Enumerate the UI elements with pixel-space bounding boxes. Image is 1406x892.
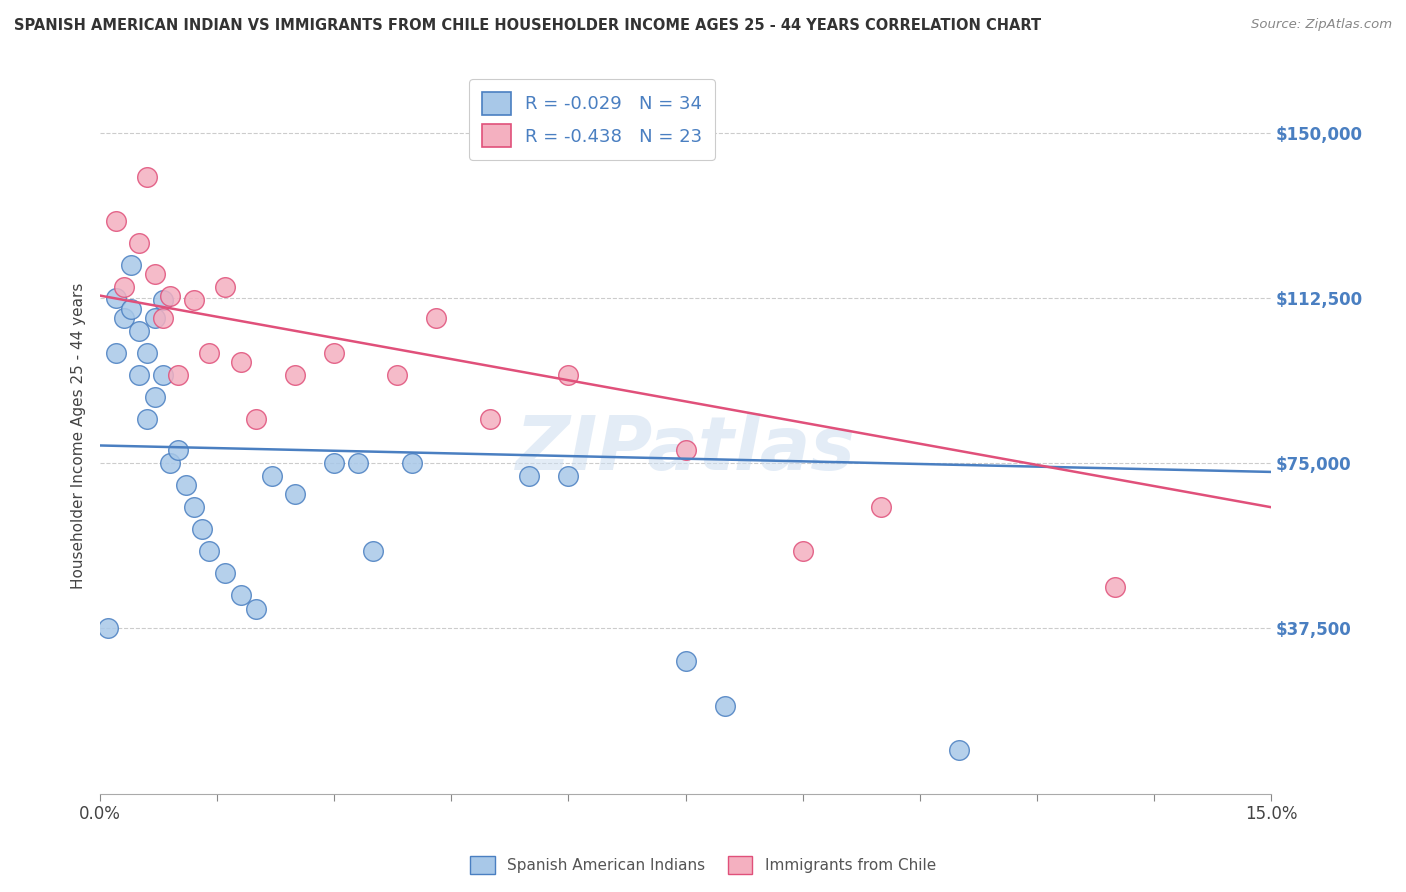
Point <box>323 456 346 470</box>
Point <box>557 368 579 382</box>
Point <box>128 235 150 250</box>
Point <box>284 487 307 501</box>
Legend: Spanish American Indians, Immigrants from Chile: Spanish American Indians, Immigrants fro… <box>464 850 942 880</box>
Point <box>245 412 267 426</box>
Point <box>675 442 697 457</box>
Text: Source: ZipAtlas.com: Source: ZipAtlas.com <box>1251 18 1392 31</box>
Point <box>136 412 159 426</box>
Text: SPANISH AMERICAN INDIAN VS IMMIGRANTS FROM CHILE HOUSEHOLDER INCOME AGES 25 - 44: SPANISH AMERICAN INDIAN VS IMMIGRANTS FR… <box>14 18 1042 33</box>
Point <box>214 280 236 294</box>
Point <box>557 469 579 483</box>
Text: ZIPatlas: ZIPatlas <box>516 413 855 486</box>
Point <box>104 291 127 305</box>
Point <box>183 500 205 515</box>
Point <box>519 469 541 483</box>
Point <box>120 301 142 316</box>
Point <box>198 346 221 360</box>
Point <box>183 293 205 307</box>
Legend: R = -0.029   N = 34, R = -0.438   N = 23: R = -0.029 N = 34, R = -0.438 N = 23 <box>470 79 714 160</box>
Point <box>323 346 346 360</box>
Point <box>152 310 174 325</box>
Point <box>136 169 159 184</box>
Point <box>159 288 181 302</box>
Point <box>869 500 891 515</box>
Point <box>174 478 197 492</box>
Point <box>190 522 212 536</box>
Point <box>385 368 408 382</box>
Point <box>284 368 307 382</box>
Point <box>143 390 166 404</box>
Point <box>112 310 135 325</box>
Point <box>120 258 142 272</box>
Point <box>128 324 150 338</box>
Point <box>128 368 150 382</box>
Point <box>425 310 447 325</box>
Point <box>167 368 190 382</box>
Point <box>229 588 252 602</box>
Point <box>97 621 120 635</box>
Point <box>104 213 127 227</box>
Point <box>104 346 127 360</box>
Point <box>143 310 166 325</box>
Point <box>675 655 697 669</box>
Point <box>229 355 252 369</box>
Point <box>245 601 267 615</box>
Point <box>143 267 166 281</box>
Point <box>401 456 423 470</box>
Point <box>363 544 385 558</box>
Point <box>152 293 174 307</box>
Point <box>152 368 174 382</box>
Point <box>167 442 190 457</box>
Point <box>112 280 135 294</box>
Point <box>198 544 221 558</box>
Point <box>948 742 970 756</box>
Y-axis label: Householder Income Ages 25 - 44 years: Householder Income Ages 25 - 44 years <box>72 283 86 589</box>
Point <box>479 412 502 426</box>
Point <box>792 544 814 558</box>
Point <box>260 469 283 483</box>
Point <box>713 698 735 713</box>
Point <box>214 566 236 581</box>
Point <box>136 346 159 360</box>
Point <box>159 456 181 470</box>
Point <box>1104 580 1126 594</box>
Point <box>346 456 368 470</box>
